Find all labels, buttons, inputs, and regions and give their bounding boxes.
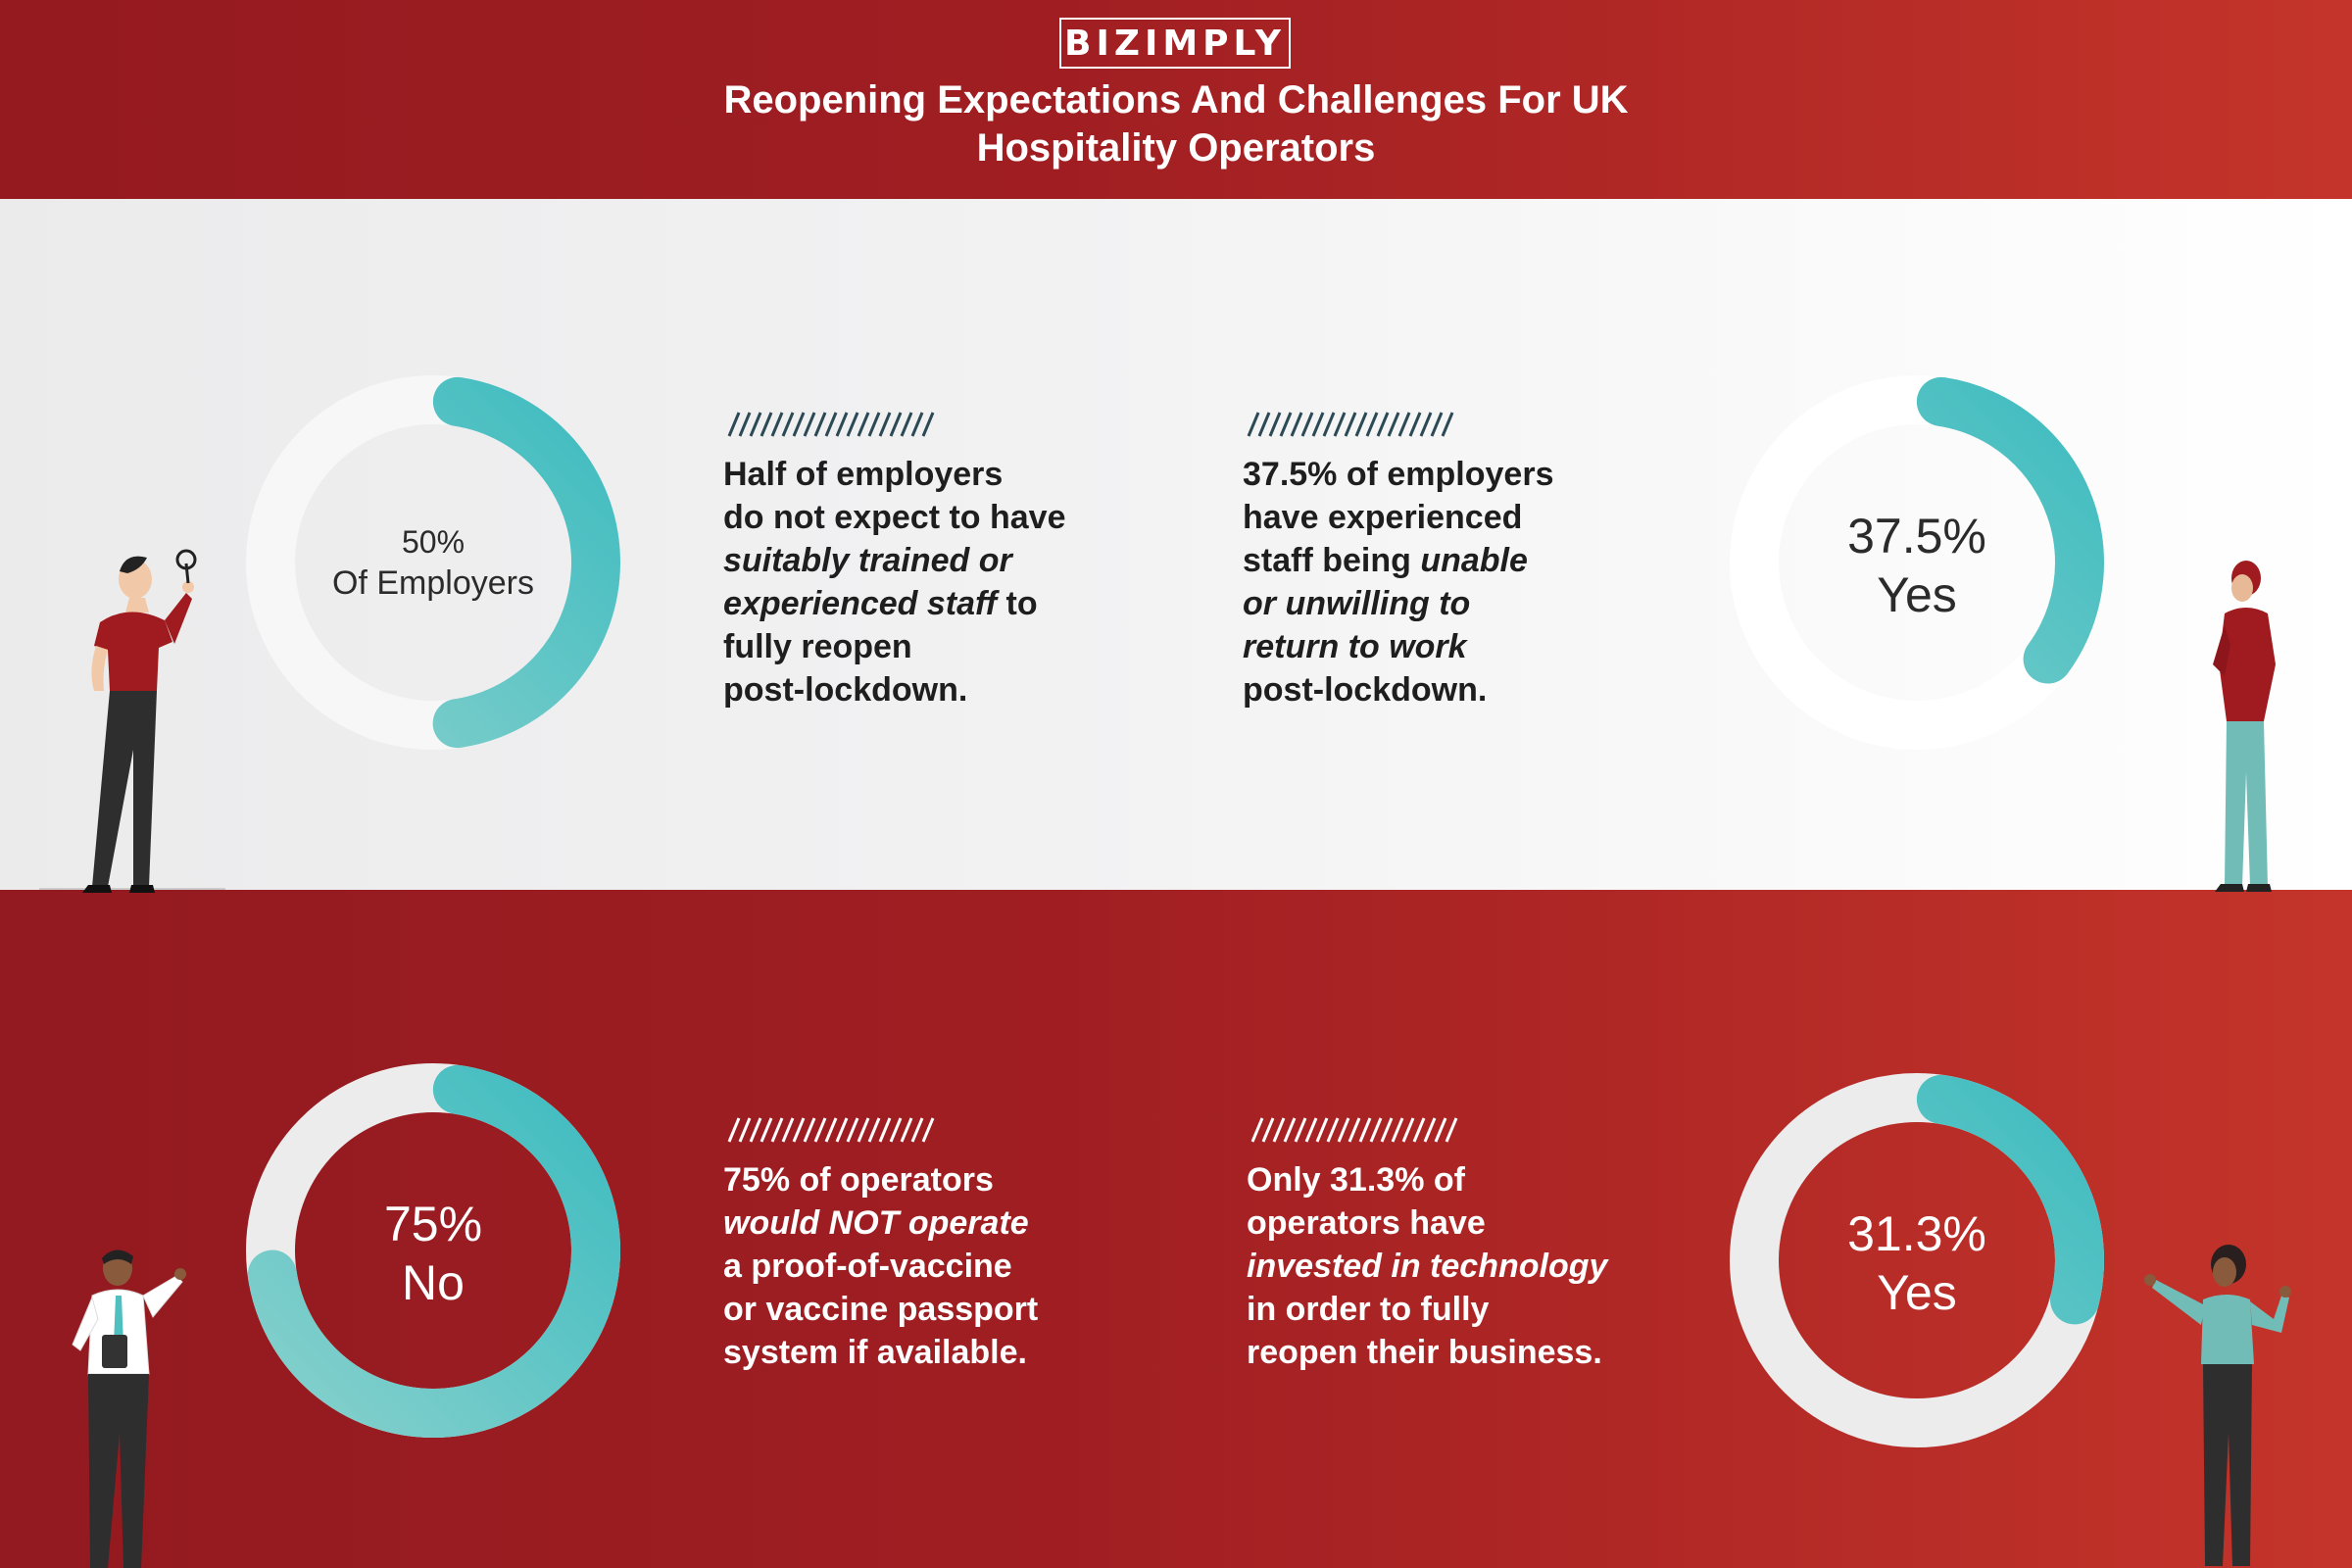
donut-chart-vaccine-passport-75: 75%No [246,1063,620,1438]
donut-caption-label: Yes [1877,567,1957,622]
stat-line: a proof-of-vaccine [723,1245,1135,1288]
donut-chart-technology-31: 31.3%Yes [1730,1073,2104,1447]
stat-line: have experienced [1243,496,1654,539]
stat-emphasis: would NOT operate [723,1204,1029,1242]
stat-text: a proof-of-vaccine [723,1248,1012,1285]
stat-line: Half of employers [723,453,1135,496]
stat-text-vaccine-passport: 75% of operators would NOT operate a proof… [723,1115,1135,1374]
donut-value-arc [246,1063,620,1438]
stat-text: to [997,585,1038,622]
stat-text-trained-staff: Half of employers do not expect to have su… [723,410,1135,711]
stat-line: would NOT operate [723,1201,1135,1245]
title-line-2: Hospitality Operators [976,126,1376,170]
stat-text: operators have [1247,1204,1486,1242]
header-banner: BIZIMPLY Reopening Expectations And Chal… [0,0,2352,199]
stat-text: system if available. [723,1334,1027,1371]
stat-text: 75% of operators [723,1161,994,1199]
stat-line: Only 31.3% of [1247,1158,1658,1201]
stat-line: reopen their business. [1247,1331,1658,1374]
donut-value-label: 37.5% [1847,509,1986,564]
stat-line: suitably trained or [723,539,1135,582]
donut-chart-employers-50: 50% Of Employers [246,375,620,750]
donut-value-arc [246,375,620,750]
donut-value-label: 31.3% [1847,1206,1986,1261]
stat-text: post-lockdown. [1243,671,1488,709]
donut-value-arc [1730,1073,2104,1447]
stat-emphasis: invested in technology [1247,1248,1608,1285]
stat-text-technology: Only 31.3% of operators have invested in t… [1247,1115,1658,1374]
stat-line: post-lockdown. [723,668,1135,711]
donut-value-label: 75% [384,1197,482,1251]
title-line-1: Reopening Expectations And Challenges Fo… [723,78,1629,122]
stat-line: system if available. [723,1331,1135,1374]
hatch-divider [727,1117,935,1143]
stat-emphasis: suitably trained or [723,542,1012,579]
donut-caption-label: Yes [1877,1265,1957,1320]
stat-line: staff being unable [1243,539,1654,582]
stat-line: invested in technology [1247,1245,1658,1288]
stat-text: 37.5% of employers [1243,456,1554,493]
stat-text-unable-to-return: 37.5% of employers have experienced staff … [1243,410,1654,711]
stat-emphasis: return to work [1243,628,1467,665]
man-with-magnifier-illustration [39,549,225,893]
woman-looking-at-chart-illustration [2213,561,2276,892]
stat-text: do not expect to have [723,499,1066,536]
stat-text: in order to fully [1247,1291,1490,1328]
page-title: Reopening Expectations And Challenges Fo… [588,76,1764,172]
stat-emphasis: experienced staff [723,585,998,622]
stat-line: return to work [1243,625,1654,668]
stat-text: have experienced [1243,499,1523,536]
stat-line: fully reopen [723,625,1135,668]
stat-line: in order to fully [1247,1288,1658,1331]
donut-caption-label: No [402,1255,465,1310]
stat-text: post-lockdown. [723,671,968,709]
stat-line: do not expect to have [723,496,1135,539]
stat-emphasis: unable [1420,542,1528,579]
donut-value-label: 50% [402,524,465,560]
stat-line: or unwilling to [1243,582,1654,625]
stat-line: experienced staff to [723,582,1135,625]
man-with-tablet-illustration [72,1250,186,1568]
stat-emphasis: or unwilling to [1243,585,1471,622]
donut-caption-label: Of Employers [332,564,534,602]
stat-text: staff being [1243,542,1421,579]
stat-line: or vaccine passport [723,1288,1135,1331]
donut-value-arc [1730,375,2104,750]
hatch-divider [1247,412,1454,437]
stat-line: 75% of operators [723,1158,1135,1201]
bizimply-logo: BIZIMPLY [1059,18,1291,69]
hatch-divider [1250,1117,1458,1143]
donut-chart-unable-to-return-37: 37.5%Yes [1730,375,2104,750]
stat-text: or vaccine passport [723,1291,1039,1328]
light-section [0,199,2352,890]
stat-line: post-lockdown. [1243,668,1654,711]
stat-text: Only 31.3% of [1247,1161,1465,1199]
stat-line: 37.5% of employers [1243,453,1654,496]
woman-pointing-illustration [2144,1245,2291,1566]
stat-text: reopen their business. [1247,1334,1602,1371]
stat-text: fully reopen [723,628,912,665]
stat-line: operators have [1247,1201,1658,1245]
red-section [0,890,2352,1568]
hatch-divider [727,412,935,437]
stat-text: Half of employers [723,456,1004,493]
